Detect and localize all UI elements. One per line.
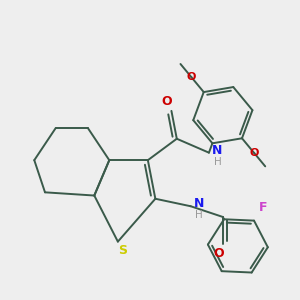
Text: N: N: [212, 144, 223, 157]
Text: S: S: [118, 244, 127, 257]
Text: H: H: [214, 157, 221, 167]
Text: O: O: [162, 95, 172, 108]
Text: H: H: [195, 210, 203, 220]
Text: N: N: [194, 196, 205, 209]
Text: O: O: [250, 148, 259, 158]
Text: O: O: [187, 72, 196, 82]
Text: F: F: [258, 201, 267, 214]
Text: O: O: [213, 247, 224, 260]
